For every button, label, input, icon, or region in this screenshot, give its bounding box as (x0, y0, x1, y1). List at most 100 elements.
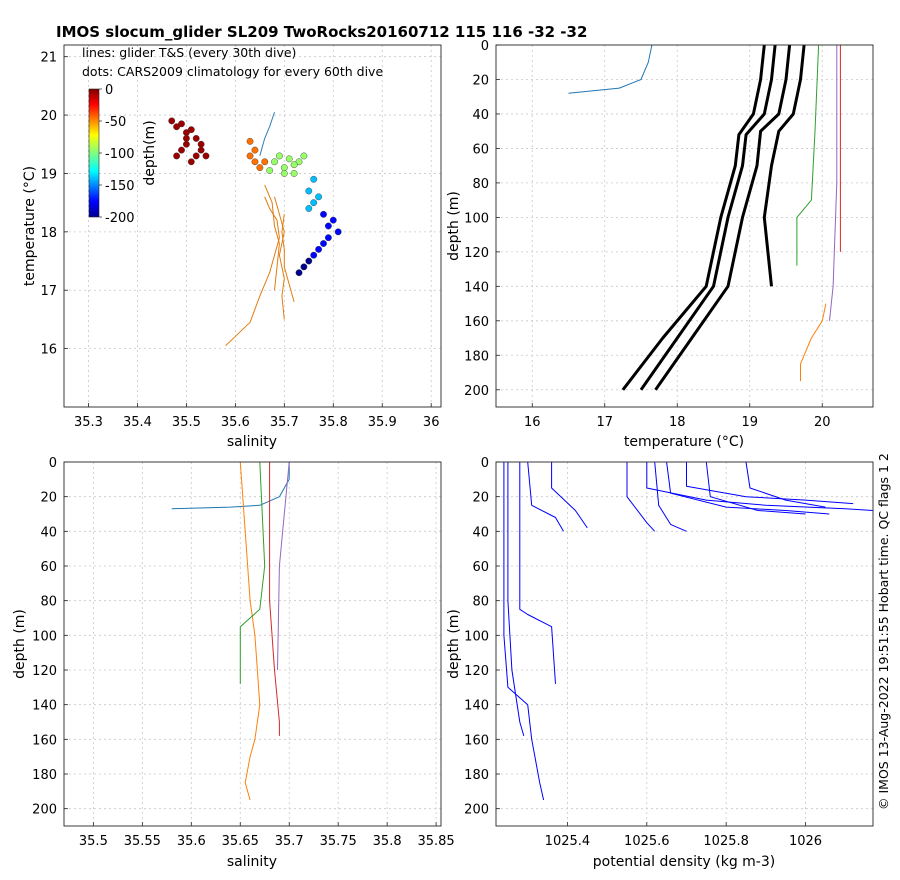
ts-grid (64, 45, 441, 407)
y-tick-label: 19 (40, 167, 57, 182)
climatology-dot (271, 158, 278, 166)
colorbar-gradient (88, 88, 100, 218)
x-tick-label: 35.5 (79, 834, 108, 849)
y-tick-label: 120 (464, 664, 489, 679)
climatology-dot (192, 152, 200, 160)
profile-line (274, 196, 285, 320)
climatology-dot (276, 152, 283, 160)
y-tick-label: 20 (40, 491, 57, 506)
climatology-dot (173, 152, 181, 160)
climatology-dot (197, 140, 205, 148)
y-tick-label: 18 (40, 226, 57, 241)
colorbar-ticks: 0 -50 -100 -150 -200 (99, 83, 135, 226)
climatology-dot (251, 146, 259, 154)
climatology-dot (178, 120, 185, 128)
x-tick-label: 35.65 (222, 834, 259, 849)
dens-axes-frame (495, 461, 874, 827)
climatology-dot (334, 228, 342, 236)
profile-line (527, 461, 564, 532)
salinity-depth-panel: 35.5 35.55 35.6 35.65 35.7 35.75 35.8 35.85 0 20… (12, 456, 455, 870)
colorbar-tick-label: -200 (105, 211, 135, 226)
climatology-dot (197, 146, 205, 154)
sal-grid (64, 461, 441, 826)
profile-line (225, 196, 280, 347)
y-tick-label: 140 (32, 699, 57, 714)
climatology-dot (261, 158, 269, 166)
profile-line (239, 461, 261, 801)
climatology-dot (256, 164, 264, 172)
y-tick-label: 100 (32, 629, 57, 644)
climatology-dot (310, 199, 318, 207)
profile-line (503, 462, 545, 801)
sal-y-ticks: 0 20 40 60 80 100 120 140 160 180 200 (32, 456, 68, 818)
profile-line (796, 44, 820, 266)
temperature-depth-panel: 16 17 18 19 20 0 20 40 60 80 100 120 140 160 180 200 t… (446, 39, 874, 450)
profile-line (646, 462, 874, 511)
y-tick-label: 20 (472, 491, 489, 506)
x-tick-label: 18 (669, 415, 686, 430)
climatology-dot (266, 167, 274, 174)
sal-axes-frame (63, 461, 442, 827)
climatology-dot (305, 257, 313, 265)
x-tick-label: 35.5 (172, 415, 201, 430)
climatology-dot (295, 269, 303, 277)
y-tick-label: 80 (40, 595, 57, 610)
profile-line (239, 461, 266, 684)
y-tick-label: 20 (472, 73, 489, 88)
ts-y-ticks: 16 17 18 19 20 21 (40, 51, 68, 358)
y-tick-label: 180 (464, 768, 489, 783)
profile-line (568, 44, 653, 94)
x-tick-label: 35.8 (373, 834, 402, 849)
climatology-dot (315, 245, 322, 253)
sal-ylabel: depth (m) (12, 609, 28, 679)
y-tick-label: 120 (464, 246, 489, 261)
temp-xlabel: temperature (°C) (624, 434, 744, 450)
y-tick-label: 20 (40, 109, 57, 124)
x-tick-label: 35.8 (319, 415, 348, 430)
y-tick-label: 0 (49, 456, 57, 471)
profile-line (277, 461, 290, 671)
climatology-dot (168, 117, 176, 125)
climatology-dot (300, 263, 308, 271)
temp-ylabel: depth (m) (446, 191, 462, 261)
copyright-side-text: © IMOS 13-Aug-2022 19:51:55 Hobart time.… (876, 453, 891, 810)
climatology-dot (183, 140, 190, 148)
profile-line (519, 462, 556, 684)
temp-y-ticks: 0 20 40 60 80 100 120 140 160 180 200 (464, 39, 500, 399)
profile-line (281, 214, 295, 303)
x-tick-label: 1026 (789, 834, 822, 849)
x-tick-label: 36 (423, 415, 440, 430)
dens-ylabel: depth (m) (446, 609, 462, 679)
y-tick-label: 100 (464, 211, 489, 226)
climatology-dot (285, 155, 293, 163)
colorbar-tick-label: -150 (105, 179, 135, 194)
x-tick-label: 1025.6 (624, 834, 670, 849)
y-tick-label: 160 (32, 733, 57, 748)
climatology-dot (251, 158, 259, 166)
x-tick-label: 1025.4 (545, 834, 591, 849)
sal-data (171, 461, 290, 801)
climatology-dot (300, 152, 308, 160)
ts-annotation-lines: lines: glider T&S (every 30th dive) (82, 45, 296, 60)
y-tick-label: 21 (40, 51, 57, 66)
climatology-dot (192, 135, 200, 142)
y-tick-label: 160 (464, 733, 489, 748)
profile-line (705, 461, 806, 515)
x-tick-label: 35.75 (320, 834, 357, 849)
y-tick-label: 60 (472, 142, 489, 157)
profile-line (762, 44, 806, 287)
profile-line (800, 303, 827, 382)
dens-data (503, 461, 874, 801)
profile-line (639, 44, 777, 391)
ts-annotation-dots: dots: CARS2009 climatology for every 60t… (82, 64, 383, 79)
y-tick-label: 40 (40, 525, 57, 540)
climatology-dot (324, 234, 332, 242)
y-tick-label: 160 (464, 315, 489, 330)
profile-line (686, 462, 854, 505)
y-tick-label: 16 (40, 343, 57, 358)
y-tick-label: 0 (481, 39, 489, 54)
climatology-dot (187, 158, 195, 166)
colorbar-tick-label: -50 (105, 115, 126, 130)
y-tick-label: 80 (472, 177, 489, 192)
